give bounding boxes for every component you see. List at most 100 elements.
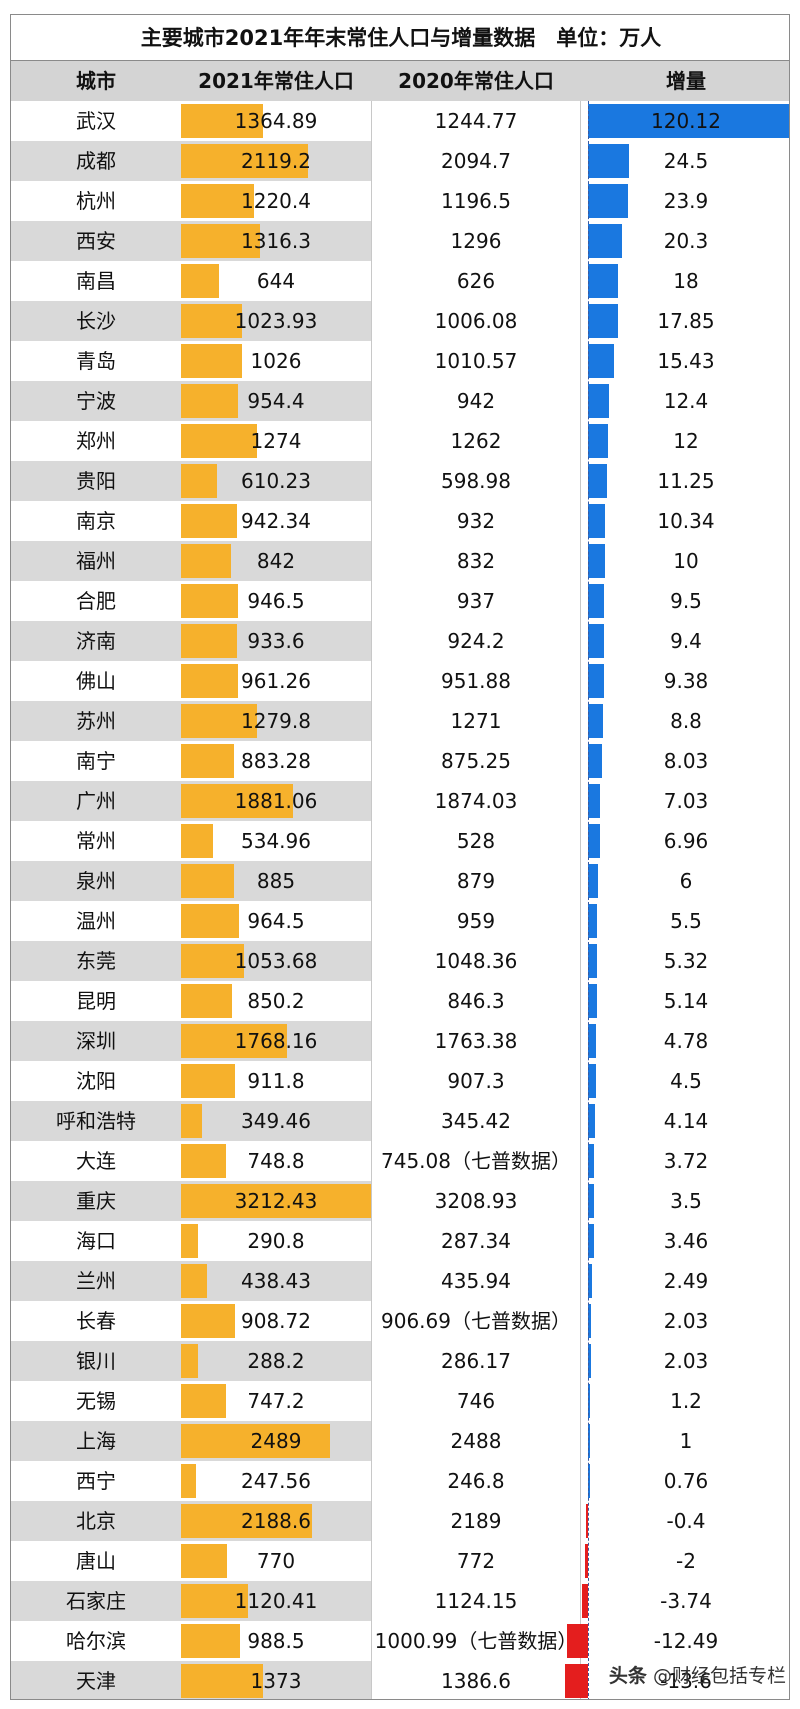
increase-value: 2.03 bbox=[663, 1309, 709, 1333]
city-name: 贵阳 bbox=[76, 469, 116, 493]
pop2021-bar bbox=[181, 624, 237, 658]
table-row: 石家庄 1120.41 1124.15 -3.74 bbox=[11, 1581, 789, 1621]
increase-bar bbox=[588, 1344, 592, 1378]
pop2021-bar bbox=[181, 1344, 199, 1378]
increase-bar bbox=[588, 1464, 590, 1498]
pop2021-value: 1316.3 bbox=[241, 229, 311, 253]
pop2021-bar bbox=[181, 584, 238, 618]
pop2020-value: 879 bbox=[371, 861, 581, 901]
pop2020-value: 772 bbox=[371, 1541, 581, 1581]
increase-value: 7.03 bbox=[663, 789, 709, 813]
pop2020-value: 906.69（七普数据） bbox=[371, 1301, 581, 1341]
city-name: 哈尔滨 bbox=[66, 1629, 126, 1653]
pop2021-bar bbox=[181, 904, 239, 938]
increase-value: 17.85 bbox=[657, 309, 715, 333]
increase-bar bbox=[588, 744, 602, 778]
increase-value: 12.4 bbox=[663, 389, 709, 413]
city-name: 武汉 bbox=[76, 109, 116, 133]
pop2021-value: 850.2 bbox=[247, 989, 305, 1013]
city-name: 青岛 bbox=[76, 349, 116, 373]
increase-value: 1 bbox=[679, 1429, 693, 1453]
increase-value: 5.5 bbox=[670, 909, 702, 933]
increase-cell: 10 bbox=[581, 541, 789, 581]
city-name: 泉州 bbox=[76, 869, 116, 893]
pop2021-bar bbox=[181, 1104, 202, 1138]
increase-bar bbox=[588, 1064, 596, 1098]
city-name: 上海 bbox=[76, 1429, 116, 1453]
pop2021-value: 644 bbox=[256, 269, 296, 293]
increase-cell: 1 bbox=[581, 1421, 789, 1461]
pop2021-bar bbox=[181, 464, 218, 498]
pop2021-cell: 1881.06 bbox=[181, 781, 371, 821]
pop2021-value: 288.2 bbox=[247, 1349, 305, 1373]
pop2021-cell: 247.56 bbox=[181, 1461, 371, 1501]
city-name: 西宁 bbox=[76, 1469, 116, 1493]
pop2021-cell: 954.4 bbox=[181, 381, 371, 421]
pop2021-value: 883.28 bbox=[241, 749, 311, 773]
increase-cell: 5.5 bbox=[581, 901, 789, 941]
pop2021-cell: 644 bbox=[181, 261, 371, 301]
pop2021-bar bbox=[181, 304, 243, 338]
pop2021-bar bbox=[181, 824, 213, 858]
table-row: 重庆 3212.43 3208.93 3.5 bbox=[11, 1181, 789, 1221]
pop2021-bar bbox=[181, 1624, 241, 1658]
pop2021-value: 290.8 bbox=[247, 1229, 305, 1253]
increase-bar bbox=[588, 544, 605, 578]
increase-cell: 0.76 bbox=[581, 1461, 789, 1501]
pop2020-value: 846.3 bbox=[371, 981, 581, 1021]
increase-cell: 5.32 bbox=[581, 941, 789, 981]
increase-cell: 7.03 bbox=[581, 781, 789, 821]
pop2021-value: 2489 bbox=[250, 1429, 302, 1453]
pop2020-value: 932 bbox=[371, 501, 581, 541]
pop2020-value: 1048.36 bbox=[371, 941, 581, 981]
pop2021-bar bbox=[181, 744, 234, 778]
increase-bar bbox=[586, 1504, 588, 1538]
pop2020-value: 1386.6 bbox=[371, 1661, 581, 1699]
increase-value: -0.4 bbox=[666, 1509, 706, 1533]
pop2021-value: 1364.89 bbox=[234, 109, 318, 133]
pop2021-cell: 770 bbox=[181, 1541, 371, 1581]
pop2021-cell: 534.96 bbox=[181, 821, 371, 861]
table-row: 苏州 1279.8 1271 8.8 bbox=[11, 701, 789, 741]
pop2021-bar bbox=[181, 1224, 199, 1258]
table-row: 深圳 1768.16 1763.38 4.78 bbox=[11, 1021, 789, 1061]
table-row: 哈尔滨 988.5 1000.99（七普数据） -12.49 bbox=[11, 1621, 789, 1661]
pop2021-value: 1023.93 bbox=[234, 309, 318, 333]
pop2020-value: 1271 bbox=[371, 701, 581, 741]
pop2021-cell: 842 bbox=[181, 541, 371, 581]
pop2021-bar bbox=[181, 1304, 236, 1338]
table-row: 贵阳 610.23 598.98 11.25 bbox=[11, 461, 789, 501]
pop2021-value: 748.8 bbox=[247, 1149, 305, 1173]
pop2021-bar bbox=[181, 344, 243, 378]
pop2021-cell: 946.5 bbox=[181, 581, 371, 621]
watermark-name: @财经包括专栏 bbox=[652, 1665, 786, 1687]
pop2021-bar bbox=[181, 224, 260, 258]
pop2020-value: 937 bbox=[371, 581, 581, 621]
pop2021-value: 438.43 bbox=[241, 1269, 311, 1293]
increase-value: 6.96 bbox=[663, 829, 709, 853]
table-row: 无锡 747.2 746 1.2 bbox=[11, 1381, 789, 1421]
pop2020-value: 1296 bbox=[371, 221, 581, 261]
pop2021-bar bbox=[181, 1384, 226, 1418]
increase-cell: 23.9 bbox=[581, 181, 789, 221]
table-row: 长春 908.72 906.69（七普数据） 2.03 bbox=[11, 1301, 789, 1341]
increase-cell: 6.96 bbox=[581, 821, 789, 861]
table-title: 主要城市2021年年末常住人口与增量数据 单位：万人 bbox=[11, 15, 789, 61]
pop2021-cell: 747.2 bbox=[181, 1381, 371, 1421]
increase-bar bbox=[588, 704, 603, 738]
pop2021-cell: 290.8 bbox=[181, 1221, 371, 1261]
pop2020-value: 832 bbox=[371, 541, 581, 581]
increase-cell: 12.4 bbox=[581, 381, 789, 421]
pop2021-bar bbox=[181, 1024, 287, 1058]
pop2020-value: 1124.15 bbox=[371, 1581, 581, 1621]
increase-bar bbox=[588, 384, 609, 418]
increase-value: 15.43 bbox=[657, 349, 715, 373]
increase-bar bbox=[588, 624, 604, 658]
pop2020-value: 345.42 bbox=[371, 1101, 581, 1141]
pop2021-value: 933.6 bbox=[247, 629, 305, 653]
pop2020-value: 435.94 bbox=[371, 1261, 581, 1301]
pop2021-value: 954.4 bbox=[247, 389, 305, 413]
increase-bar bbox=[581, 1584, 588, 1618]
increase-bar bbox=[588, 1264, 593, 1298]
increase-bar bbox=[588, 1144, 595, 1178]
